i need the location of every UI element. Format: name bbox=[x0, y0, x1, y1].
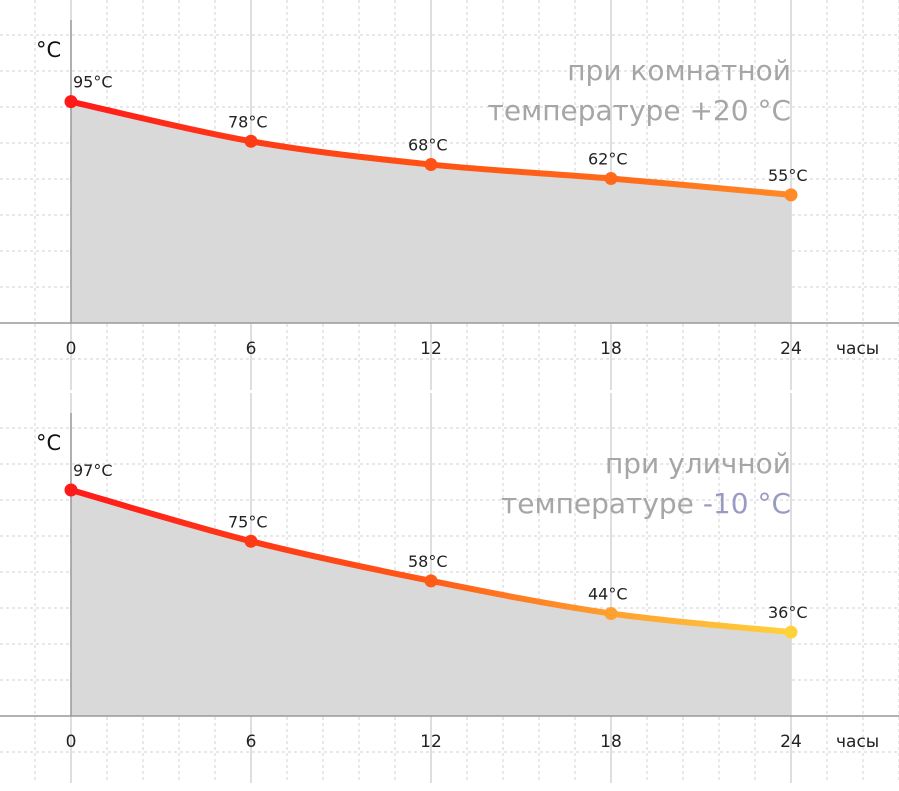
chart-outdoor-temperature-svg: 97°C 75°C 58°C 44°C 36°C 0 6 12 18 24 часы °C при ул… bbox=[0, 393, 899, 783]
y-axis-label: °C bbox=[36, 431, 61, 455]
area-fill bbox=[71, 101, 791, 324]
data-point bbox=[244, 134, 258, 148]
caption-line-1: при уличной bbox=[605, 447, 791, 480]
chart-outdoor-temperature: 97°C 75°C 58°C 44°C 36°C 0 6 12 18 24 часы °C при ул… bbox=[0, 393, 899, 783]
data-point bbox=[784, 625, 798, 639]
chart-room-temperature-svg: 95°C 78°C 68°C 62°C 55°C 0 6 12 18 24 часы °C при ко… bbox=[0, 0, 899, 390]
data-label: 68°C bbox=[408, 136, 448, 155]
x-tick-label: 6 bbox=[246, 339, 257, 359]
caption-prefix: температуре bbox=[501, 487, 703, 520]
caption-line-1: при комнатной bbox=[567, 54, 791, 87]
data-label: 55°C bbox=[768, 166, 808, 185]
data-label: 95°C bbox=[73, 73, 113, 92]
chart-room-temperature: 95°C 78°C 68°C 62°C 55°C 0 6 12 18 24 часы °C при ко… bbox=[0, 0, 899, 390]
data-point bbox=[604, 606, 618, 620]
data-label: 78°C bbox=[228, 112, 268, 131]
caption-line-2: температуре -10 °C bbox=[501, 487, 791, 520]
caption-line-2: температуре +20 °C bbox=[488, 94, 791, 127]
data-point bbox=[244, 534, 258, 548]
data-label: 75°C bbox=[228, 512, 268, 531]
x-tick-label: 24 bbox=[780, 339, 802, 359]
data-label: 36°C bbox=[768, 603, 808, 622]
data-point bbox=[64, 95, 78, 109]
y-axis-label: °C bbox=[36, 38, 61, 62]
x-tick-label: 0 bbox=[66, 732, 77, 752]
data-point bbox=[64, 483, 78, 497]
x-tick-label: 18 bbox=[600, 732, 622, 752]
caption-temperature-value: -10 °C bbox=[703, 487, 791, 520]
data-label: 58°C bbox=[408, 552, 448, 571]
data-point bbox=[424, 158, 438, 172]
data-label: 44°C bbox=[588, 584, 628, 603]
data-label: 62°C bbox=[588, 150, 628, 169]
data-label: 97°C bbox=[73, 461, 113, 480]
data-point bbox=[784, 188, 798, 202]
x-tick-label: 12 bbox=[420, 339, 442, 359]
x-axis-label: часы bbox=[836, 339, 879, 359]
caption-temperature-value: +20 °C bbox=[689, 94, 791, 127]
x-axis-label: часы bbox=[836, 732, 879, 752]
data-point bbox=[424, 574, 438, 588]
x-tick-label: 6 bbox=[246, 732, 257, 752]
x-tick-label: 18 bbox=[600, 339, 622, 359]
data-point bbox=[604, 172, 618, 186]
x-tick-label: 24 bbox=[780, 732, 802, 752]
x-tick-label: 12 bbox=[420, 732, 442, 752]
x-tick-label: 0 bbox=[66, 339, 77, 359]
caption-prefix: температуре bbox=[488, 94, 690, 127]
